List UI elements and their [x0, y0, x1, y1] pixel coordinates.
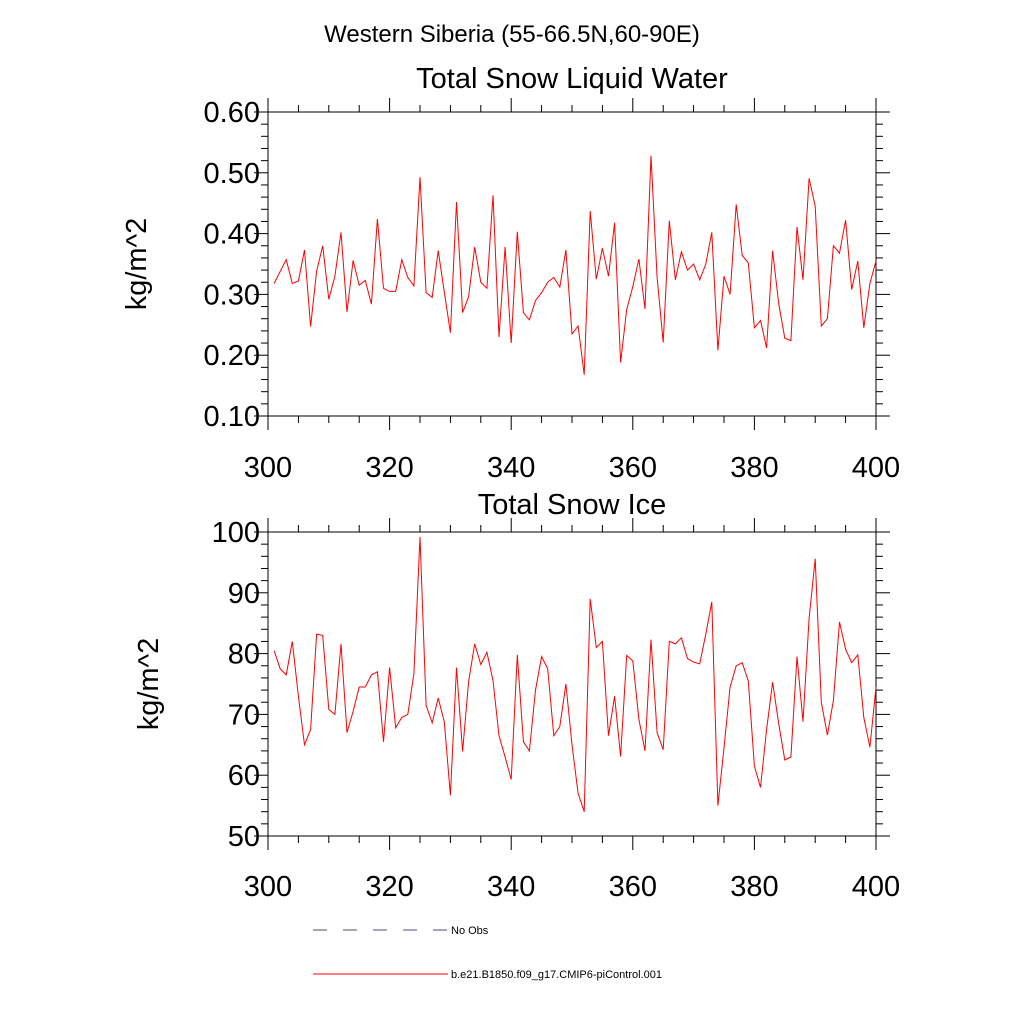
y-tick-label: 0.40	[204, 219, 260, 251]
y-tick-label: 90	[228, 578, 260, 610]
chart-title: Total Snow Liquid Water	[416, 63, 728, 95]
y-axis-label: kg/m^2	[121, 218, 153, 311]
legend-obs-label: No Obs	[451, 925, 489, 937]
series-line	[273, 536, 877, 812]
legend: No Obs b.e21.B1850.f09_g17.CMIP6-piContr…	[313, 925, 662, 981]
chart-title: Total Snow Ice	[478, 489, 667, 521]
x-tick-label: 320	[365, 452, 413, 484]
x-tick-label: 400	[852, 871, 900, 903]
y-tick-label: 0.20	[204, 340, 260, 372]
y-tick-label: 70	[228, 699, 260, 731]
y-tick-label: 0.50	[204, 158, 260, 190]
x-tick-label: 340	[487, 871, 535, 903]
x-tick-label: 400	[852, 452, 900, 484]
y-tick-label: 100	[212, 517, 260, 549]
y-tick-label: 0.30	[204, 279, 260, 311]
x-tick-label: 380	[730, 452, 778, 484]
y-tick-label: 50	[228, 821, 260, 853]
chart-top: Total Snow Liquid Water kg/m^2 300 320 340 36…	[121, 63, 900, 484]
x-tick-label: 320	[365, 871, 413, 903]
y-tick-label: 0.10	[204, 401, 260, 433]
x-tick-label: 360	[609, 871, 657, 903]
x-tick-label: 300	[244, 871, 292, 903]
x-tick-label: 380	[730, 871, 778, 903]
y-axis-label: kg/m^2	[133, 638, 165, 731]
x-tick-label: 340	[487, 452, 535, 484]
figure-main-title: Western Siberia (55-66.5N,60-90E)	[324, 21, 700, 48]
x-tick-label: 360	[609, 452, 657, 484]
plot-frame	[267, 531, 877, 837]
series-line	[273, 155, 877, 375]
chart-bottom: Total Snow Ice kg/m^2 300 320 340 360 380 400 50…	[133, 489, 900, 903]
y-tick-label: 80	[228, 639, 260, 671]
plot-frame	[267, 111, 877, 417]
y-tick-label: 0.60	[204, 97, 260, 129]
legend-model-label: b.e21.B1850.f09_g17.CMIP6-piControl.001	[451, 969, 662, 981]
x-tick-label: 300	[244, 452, 292, 484]
y-tick-label: 60	[228, 760, 260, 792]
